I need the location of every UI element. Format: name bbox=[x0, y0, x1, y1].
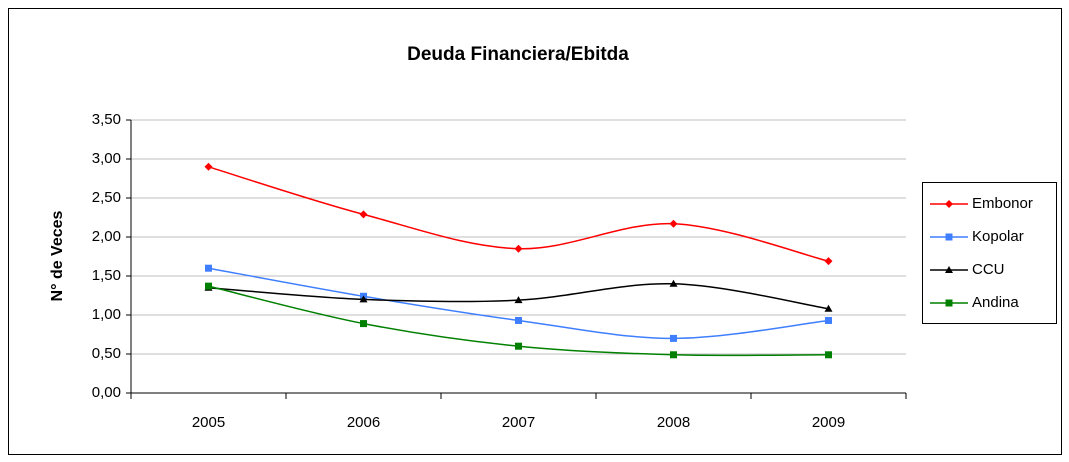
x-tick-label: 2005 bbox=[192, 414, 225, 431]
legend-label: Andina bbox=[972, 294, 1019, 311]
data-point bbox=[204, 162, 213, 171]
data-point bbox=[670, 334, 677, 342]
data-point bbox=[670, 351, 677, 359]
legend-label: CCU bbox=[972, 261, 1005, 278]
x-tick-label: 2008 bbox=[657, 414, 690, 431]
y-axis-label: N° de Veces bbox=[49, 210, 66, 301]
data-point bbox=[359, 295, 368, 303]
data-point bbox=[825, 351, 832, 359]
data-point bbox=[824, 304, 833, 312]
data-point bbox=[359, 210, 368, 219]
data-point bbox=[514, 296, 523, 304]
legend-marker bbox=[945, 299, 953, 307]
y-tick-label: 0,00 bbox=[92, 384, 121, 401]
data-point bbox=[515, 316, 522, 324]
chart-border bbox=[8, 8, 1062, 455]
y-tick-label: 3,00 bbox=[92, 150, 121, 167]
y-tick-label: 1,00 bbox=[92, 306, 121, 323]
legend bbox=[922, 182, 1057, 324]
data-point bbox=[515, 342, 522, 350]
y-tick-label: 0,50 bbox=[92, 345, 121, 362]
data-point bbox=[205, 282, 212, 290]
x-tick-label: 2006 bbox=[347, 414, 380, 431]
legend-marker bbox=[945, 200, 953, 208]
x-tick-label: 2009 bbox=[812, 414, 845, 431]
data-point bbox=[669, 279, 678, 287]
legend-label: Embonor bbox=[972, 195, 1033, 212]
y-tick-label: 3,50 bbox=[92, 111, 121, 128]
chart-title: Deuda Financiera/Ebitda bbox=[407, 44, 629, 65]
legend-marker bbox=[945, 233, 953, 241]
y-tick-label: 1,50 bbox=[92, 267, 121, 284]
y-tick-label: 2,00 bbox=[92, 228, 121, 245]
data-point bbox=[360, 320, 367, 328]
y-tick-label: 2,50 bbox=[92, 189, 121, 206]
data-point bbox=[669, 219, 678, 228]
legend-label: Kopolar bbox=[972, 228, 1024, 245]
x-tick-label: 2007 bbox=[502, 414, 535, 431]
data-point bbox=[825, 316, 832, 324]
data-point bbox=[205, 264, 212, 272]
data-point bbox=[514, 244, 523, 253]
data-point bbox=[824, 257, 833, 266]
legend-marker bbox=[945, 266, 953, 273]
